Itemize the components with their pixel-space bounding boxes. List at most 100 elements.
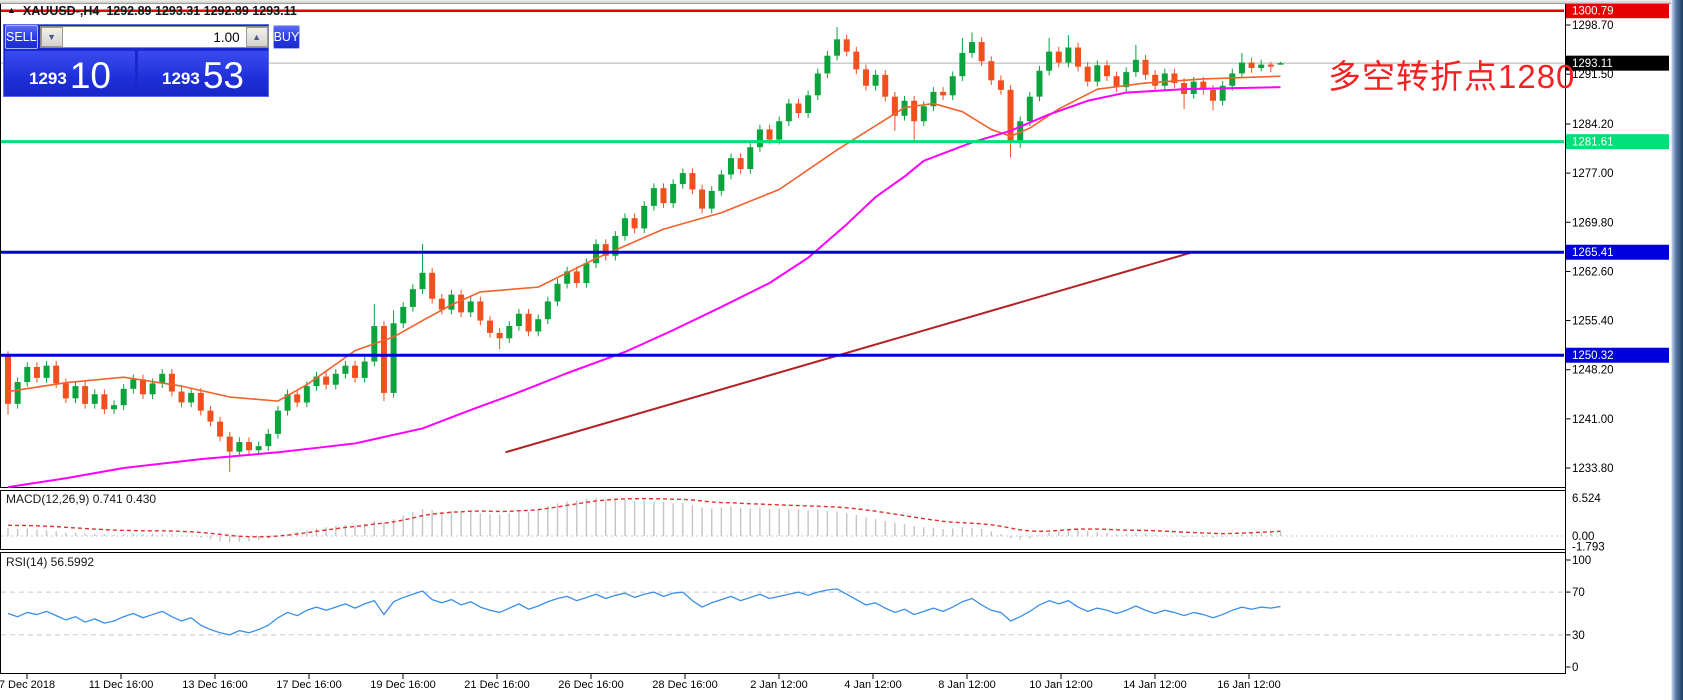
candle-body <box>390 323 397 393</box>
candle-body <box>506 326 513 339</box>
candle-body <box>24 366 31 382</box>
candle-body <box>544 301 551 320</box>
candle-body <box>120 388 127 406</box>
volume-increase-button[interactable]: ▲ <box>245 27 268 47</box>
candle-body <box>168 373 175 392</box>
sell-price-stem: 1293 <box>29 69 67 88</box>
candle-body <box>631 218 638 229</box>
buy-button[interactable]: BUY <box>272 25 301 49</box>
time-label: 4 Jan 12:00 <box>844 679 902 691</box>
candle-body <box>679 173 686 185</box>
candle-body <box>1238 62 1245 74</box>
candle-body <box>409 289 416 307</box>
candle-body <box>159 373 166 384</box>
volume-widget: ▼ ▲ <box>39 26 269 48</box>
candle-body <box>487 320 493 333</box>
candle-body <box>458 294 465 313</box>
chevron-up-icon: ▲ <box>252 32 262 42</box>
candle-body <box>1046 51 1053 71</box>
candle-body <box>1055 51 1062 63</box>
candle-body <box>689 173 696 190</box>
price-badge-label: 1293.11 <box>1572 58 1613 70</box>
price-badge-label: 1250.32 <box>1572 350 1614 362</box>
candle-body <box>1007 89 1014 144</box>
rsi-panel-frame <box>0 552 1566 674</box>
candle-body <box>564 271 571 284</box>
candle-body <box>1142 59 1149 75</box>
candle-body <box>139 379 146 395</box>
candle-body <box>294 394 301 403</box>
candle-body <box>188 392 195 403</box>
candle-body <box>988 61 995 81</box>
candle-body <box>101 394 108 410</box>
candle-body <box>255 446 262 451</box>
buy-price-box[interactable]: 1293 53 <box>138 51 268 96</box>
candle-body <box>429 272 436 299</box>
candle-body <box>313 376 320 387</box>
time-label: 11 Dec 16:00 <box>89 679 154 691</box>
volume-input[interactable] <box>62 27 246 47</box>
candle-body <box>1152 74 1159 86</box>
candle-body <box>236 442 243 452</box>
candle-body <box>554 283 561 302</box>
window-top-edge <box>0 0 1683 4</box>
macd-indicator-label: MACD(12,26,9) 0.741 0.430 <box>6 492 157 506</box>
candle-body <box>978 42 985 62</box>
candle-body <box>718 174 725 191</box>
candle-body <box>352 365 359 378</box>
candle-body <box>525 313 532 332</box>
candle-body <box>130 379 137 389</box>
window-right-edge <box>1671 0 1683 700</box>
candle-body <box>207 410 214 422</box>
candle-body <box>1229 73 1236 86</box>
candle-body <box>332 373 339 385</box>
sell-button[interactable]: SELL <box>5 25 38 49</box>
candle-body <box>477 301 484 321</box>
candle-body <box>940 91 947 96</box>
candle-body <box>1267 64 1274 67</box>
sell-price-box[interactable]: 1293 10 <box>5 51 135 96</box>
time-axis[interactable]: 7 Dec 2018 11 Dec 16:00 13 Dec 16:00 17 Dec… <box>0 673 1281 692</box>
candle-body <box>776 121 783 140</box>
candle-body <box>670 184 677 204</box>
candle-body <box>641 205 648 229</box>
trade-panel-top-row: SELL ▼ ▲ BUY <box>3 24 301 50</box>
price-tick-label: 1284.20 <box>1572 119 1614 131</box>
main-chart-area[interactable] <box>1 9 1565 488</box>
time-label: 16 Jan 12:00 <box>1217 679 1281 691</box>
candle-body <box>1200 81 1207 90</box>
macd-panel[interactable] <box>1 497 1565 543</box>
candle-body <box>419 272 426 290</box>
price-tick-label: 1248.20 <box>1572 365 1614 377</box>
volume-decrease-button[interactable]: ▼ <box>40 27 63 47</box>
candle-body <box>959 52 966 77</box>
candle-body <box>911 100 918 122</box>
price-badge-label: 1265.41 <box>1572 247 1614 259</box>
candle-body <box>1036 70 1043 97</box>
candle-body <box>612 235 619 256</box>
rsi-axis-label: 30 <box>1572 630 1585 642</box>
candle-body <box>969 42 975 53</box>
candle-body <box>303 386 310 403</box>
price-tick-label: 1277.00 <box>1572 168 1614 180</box>
candle-body <box>72 386 79 399</box>
time-label: 10 Jan 12:00 <box>1029 679 1093 691</box>
panel-borders <box>0 3 1566 674</box>
candle-body <box>785 103 792 122</box>
rsi-axis-label: 0 <box>1572 662 1578 674</box>
candle-body <box>265 433 272 447</box>
candle-body <box>1084 66 1091 82</box>
price-axis[interactable]: 1298.70 1291.50 1284.20 1277.00 1269.80 1262.… <box>1565 3 1670 674</box>
macd-axis-label: 6.524 <box>1572 493 1601 505</box>
candle-body <box>178 391 185 403</box>
candle-body <box>1065 47 1072 63</box>
candle-body <box>43 365 50 378</box>
candle-body <box>737 158 744 170</box>
candle-body <box>1132 59 1139 73</box>
candle-body <box>53 365 60 384</box>
rsi-panel[interactable] <box>1 588 1565 636</box>
candle-body <box>621 218 628 236</box>
candle-body <box>323 376 330 385</box>
